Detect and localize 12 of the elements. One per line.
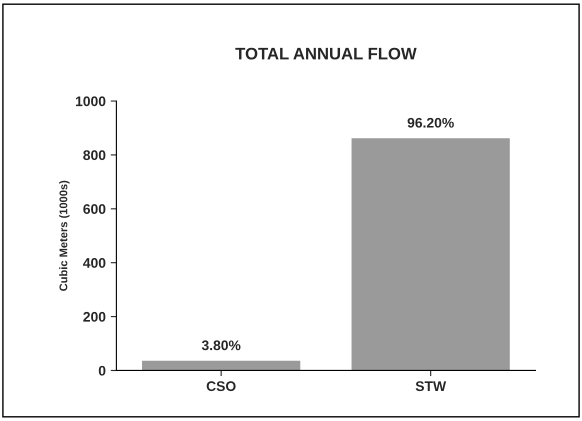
y-axis-title: Cubic Meters (1000s) bbox=[59, 180, 70, 291]
y-tick-label: 200 bbox=[83, 312, 106, 322]
annotation: 3.80% bbox=[202, 340, 240, 350]
x-tick-label: STW bbox=[416, 381, 446, 392]
annotation: 96.20% bbox=[408, 118, 454, 128]
y-tick-label: 800 bbox=[83, 150, 106, 160]
y-tick-label: 600 bbox=[83, 204, 106, 214]
chart-title: TOTAL ANNUAL FLOW bbox=[235, 48, 417, 60]
y-tick-label: 1000 bbox=[76, 96, 106, 106]
y-tick-label: 400 bbox=[83, 258, 106, 268]
x-tick-label: CSO bbox=[206, 381, 236, 392]
y-tick-label: 0 bbox=[98, 366, 106, 376]
